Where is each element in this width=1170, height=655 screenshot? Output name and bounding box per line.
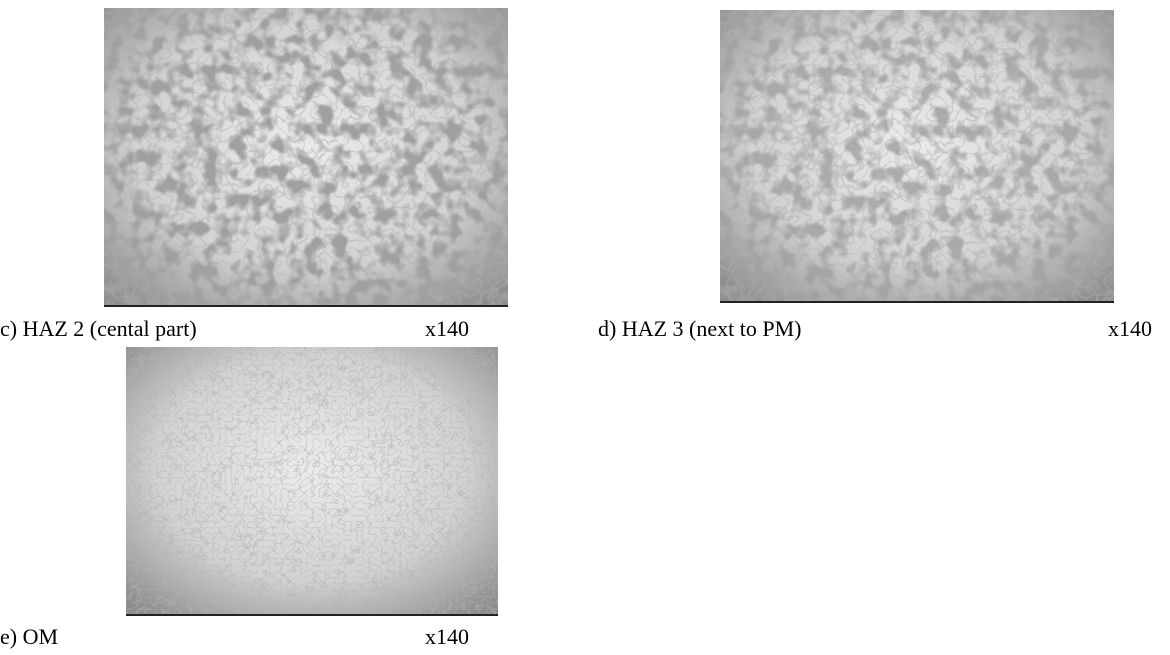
caption: e) OM — [0, 624, 59, 649]
magnification: x140 — [425, 316, 469, 341]
micrograph — [104, 8, 508, 307]
micrograph — [126, 347, 498, 616]
caption: d) HAZ 3 (next to PM) — [598, 316, 802, 341]
caption: c) HAZ 2 (cental part) — [0, 316, 197, 341]
magnification: x140 — [1108, 316, 1152, 341]
magnification: x140 — [425, 624, 469, 649]
micrograph — [720, 10, 1114, 303]
